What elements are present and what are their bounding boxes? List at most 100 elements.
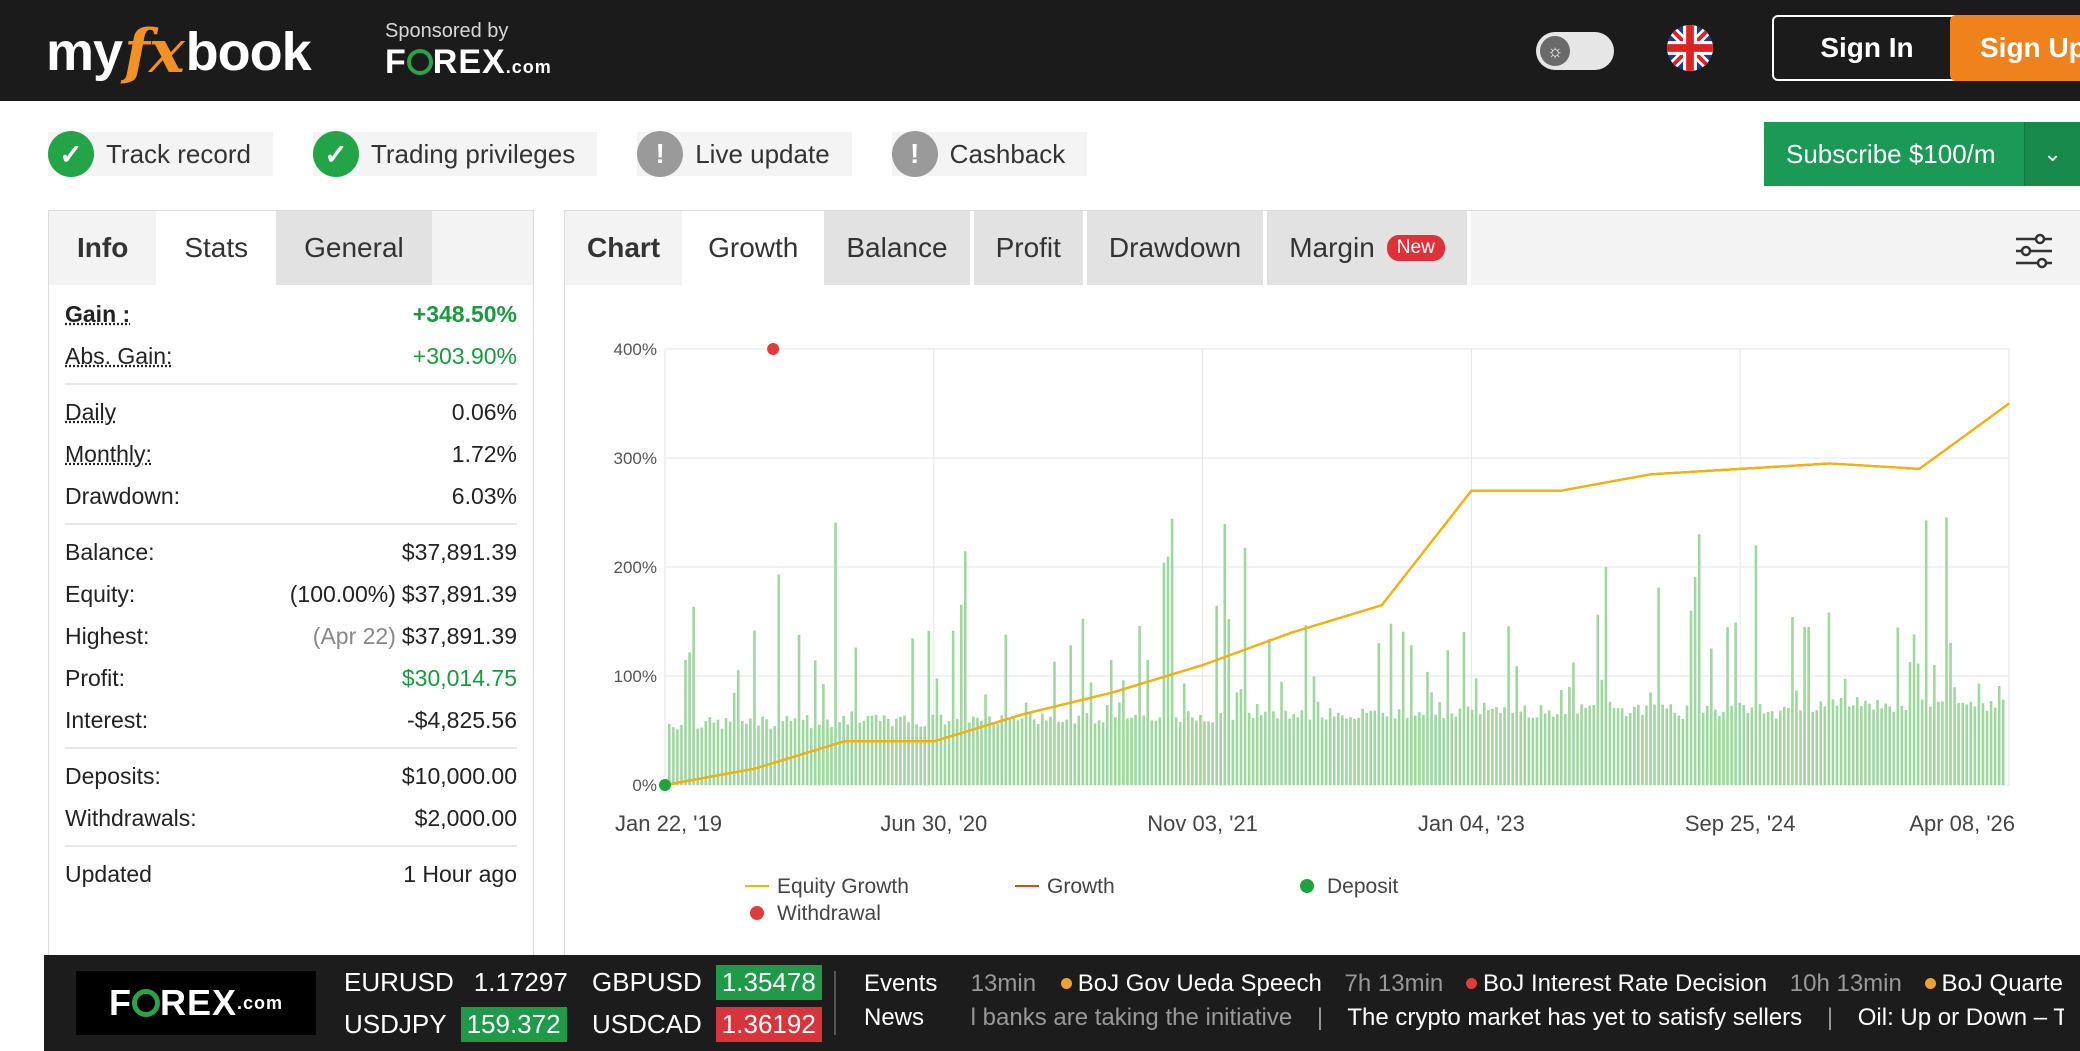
- forex-o-icon: [407, 49, 433, 75]
- sign-up-button[interactable]: Sign Up: [1950, 15, 2080, 81]
- volume-bar: [798, 635, 801, 785]
- volume-bar: [1978, 684, 1981, 785]
- stat-label: Withdrawals:: [65, 805, 197, 832]
- volume-bar: [1763, 714, 1766, 785]
- volume-bar: [1000, 715, 1003, 785]
- tab-info[interactable]: Info: [49, 211, 156, 285]
- quote-eurusd[interactable]: EURUSD 1.17297: [344, 965, 574, 1000]
- volume-bar: [782, 721, 785, 785]
- badge-label: Cashback: [950, 139, 1066, 170]
- volume-bar: [1718, 716, 1721, 785]
- uk-flag-icon[interactable]: [1667, 25, 1713, 71]
- stat-value: +303.90%: [413, 343, 517, 370]
- badge-trading-privileges[interactable]: ✓ Trading privileges: [313, 132, 597, 176]
- volume-bar: [749, 718, 752, 785]
- chart-settings-icon[interactable]: [2014, 231, 2054, 271]
- tab-chart[interactable]: Chart: [565, 211, 686, 285]
- volume-bar: [1491, 709, 1494, 785]
- y-tick-label: 300%: [614, 449, 657, 468]
- stat-value: (Apr 22) $37,891.39: [313, 623, 517, 650]
- event-item[interactable]: BoJ Quarterly Out: [1942, 970, 2064, 997]
- volume-bar: [1791, 617, 1794, 785]
- tab-stats[interactable]: Stats: [156, 211, 276, 285]
- tab-profit[interactable]: Profit: [974, 211, 1087, 285]
- forex-logo[interactable]: F REX .com: [76, 971, 316, 1035]
- stat-value: $30,014.75: [402, 665, 517, 692]
- event-time: 13min: [971, 970, 1036, 997]
- quote-usdcad[interactable]: USDCAD 1.36192: [592, 1007, 822, 1042]
- news-line: News l banks are taking the initiative |…: [864, 1004, 2064, 1032]
- volume-bar: [903, 716, 906, 785]
- volume-bar: [1301, 710, 1304, 785]
- tab-growth[interactable]: Growth: [686, 211, 824, 285]
- y-tick-label: 200%: [614, 558, 657, 577]
- volume-bar: [1438, 702, 1441, 785]
- badge-live-update[interactable]: ! Live update: [637, 132, 851, 176]
- volume-bar: [696, 729, 699, 785]
- legend-label: Deposit: [1327, 875, 1398, 898]
- volume-bar: [1560, 690, 1563, 785]
- stat-label[interactable]: Abs. Gain:: [65, 343, 172, 370]
- stat-value: $10,000.00: [402, 763, 517, 790]
- volume-bar: [871, 716, 874, 785]
- volume-bar: [704, 721, 707, 785]
- volume-bar: [1365, 713, 1368, 785]
- subscribe-button[interactable]: Subscribe $100/m ⌄: [1764, 122, 2080, 186]
- stat-label[interactable]: Gain :: [65, 301, 130, 328]
- stat-value: 1.72%: [452, 441, 517, 468]
- event-item[interactable]: BoJ Gov Ueda Speech: [1078, 970, 1322, 997]
- volume-bar: [1296, 717, 1299, 785]
- quote-usdjpy[interactable]: USDJPY 159.372: [344, 1007, 567, 1042]
- volume-bar: [1625, 716, 1628, 785]
- volume-bar: [1078, 716, 1081, 785]
- volume-bar: [1499, 713, 1502, 785]
- tab-general[interactable]: General: [276, 211, 432, 285]
- stat-label: Balance:: [65, 539, 155, 566]
- badge-cashback[interactable]: ! Cashback: [892, 132, 1088, 176]
- volume-bar: [1272, 711, 1275, 785]
- growth-chart[interactable]: 0% 100% 200% 300% 400% Jan 22, '19 Jun 30, '20…: [565, 285, 2079, 969]
- stat-updated: Updated 1 Hour ago: [65, 853, 517, 895]
- volume-bar: [1897, 628, 1900, 785]
- volume-bar: [1925, 520, 1928, 785]
- volume-bar: [1142, 715, 1145, 785]
- volume-bar: [1584, 708, 1587, 785]
- badge-track-record[interactable]: ✓ Track record: [48, 132, 273, 176]
- tab-margin[interactable]: Margin New: [1267, 211, 1471, 285]
- volume-bar: [1203, 721, 1206, 785]
- volume-bar: [1775, 719, 1778, 785]
- myfxbook-logo[interactable]: my fx book: [46, 12, 311, 92]
- volume-bar: [867, 716, 870, 785]
- tab-drawdown[interactable]: Drawdown: [1087, 211, 1267, 285]
- news-item[interactable]: l banks are taking the initiative: [971, 1004, 1293, 1031]
- volume-bar: [668, 724, 671, 785]
- news-item[interactable]: The crypto market has yet to satisfy sel…: [1347, 1004, 1802, 1031]
- chevron-down-icon[interactable]: ⌄: [2024, 122, 2080, 186]
- volume-bar: [1941, 701, 1944, 785]
- quote-gbpusd[interactable]: GBPUSD 1.35478: [592, 965, 822, 1000]
- sponsor-block[interactable]: Sponsored by F REX.com: [385, 20, 552, 82]
- event-item[interactable]: BoJ Interest Rate Decision: [1483, 970, 1767, 997]
- theme-toggle[interactable]: ☼: [1536, 32, 1614, 70]
- volume-bar: [1787, 708, 1790, 785]
- volume-bar: [915, 724, 918, 785]
- sponsor-label: Sponsored by: [385, 20, 552, 43]
- volume-bar: [729, 722, 732, 785]
- stat-label[interactable]: Monthly:: [65, 441, 152, 468]
- volume-bar: [1325, 719, 1328, 785]
- y-tick-label: 0%: [632, 776, 657, 795]
- volume-bar: [1815, 710, 1818, 785]
- volume-bar: [1252, 718, 1255, 785]
- volume-bars: [668, 517, 2005, 785]
- volume-bar: [1061, 722, 1064, 785]
- sign-in-button[interactable]: Sign In: [1772, 15, 1962, 81]
- volume-bar: [1807, 627, 1810, 785]
- tab-balance[interactable]: Balance: [824, 211, 973, 285]
- news-item[interactable]: Oil: Up or Down – Take: [1858, 1004, 2064, 1031]
- volume-bar: [1236, 692, 1239, 785]
- volume-bar: [1146, 660, 1149, 785]
- stat-label: Profit:: [65, 665, 125, 692]
- stat-label[interactable]: Daily: [65, 399, 116, 426]
- volume-bar: [1248, 713, 1251, 785]
- volume-bar: [1305, 625, 1308, 785]
